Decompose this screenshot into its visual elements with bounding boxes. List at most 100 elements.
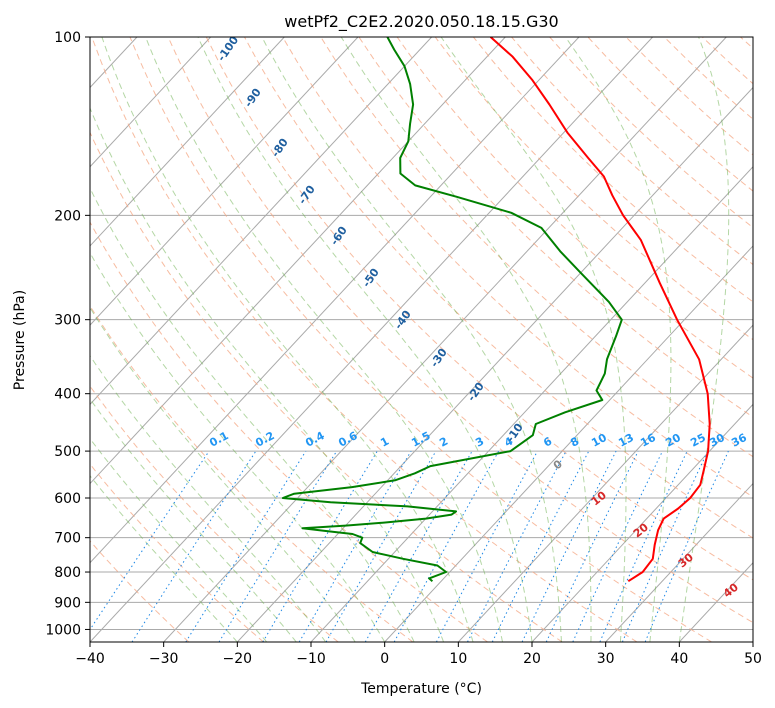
isotherm-line [457, 324, 753, 642]
dry-adiabat-lines [90, 37, 753, 642]
x-tick-label: 50 [744, 651, 762, 667]
x-tick-label: 10 [449, 651, 467, 667]
moist-adiabat-label: -60 [328, 224, 350, 248]
y-axis-label: Pressure (hPa) [12, 290, 28, 390]
moist-adiabat-line [340, 37, 592, 642]
moist-adiabat-lines [90, 37, 730, 642]
dry-adiabat-line [91, 37, 638, 642]
moist-adiabat-line [440, 37, 627, 642]
dry-adiabat-line [90, 131, 563, 642]
mixing-ratio-line [90, 450, 210, 631]
moist-adiabat-line [90, 437, 268, 642]
mixing-ratio-label: 20 [663, 431, 683, 450]
dry-adiabat-line [740, 37, 753, 50]
mixing-ratio-label: 0.4 [303, 429, 327, 450]
x-tick-label: 40 [670, 651, 688, 667]
dry-adiabat-line [434, 37, 753, 341]
x-tick-label: −10 [296, 651, 326, 667]
y-tick-label: 1000 [45, 622, 81, 638]
mixing-ratio-line [218, 450, 338, 642]
mixing-ratio-label: 1.5 [409, 429, 432, 450]
mixing-ratio-label: 30 [707, 431, 727, 450]
mixing-ratio-line [262, 450, 378, 642]
dry-adiabat-label: 30 [676, 550, 696, 570]
mixing-ratio-label: 6 [541, 434, 554, 449]
dry-adiabat-line [282, 37, 753, 498]
temperature-profile-line [489, 37, 711, 583]
moist-adiabat-label: -80 [269, 136, 291, 160]
mixing-ratio-line [599, 450, 688, 642]
dry-adiabat-line [701, 37, 753, 85]
dry-adiabat-line [90, 385, 339, 642]
isotherm-line [384, 245, 753, 642]
isotherm-lines [90, 37, 753, 642]
moist-adiabat-label: -30 [428, 346, 450, 370]
isotherm-line [90, 37, 654, 642]
mixing-ratio-line [491, 450, 590, 642]
x-axis-ticks: −40 −30 −20 −10 0 10 20 30 40 50 [75, 642, 762, 667]
isotherm-line [678, 562, 753, 642]
x-tick-label: −20 [223, 651, 253, 667]
y-tick-label: 300 [54, 313, 81, 329]
mixing-ratio-label: 3 [473, 435, 486, 450]
isotherm-line [163, 37, 727, 642]
mixing-ratio-line [364, 450, 473, 642]
moist-adiabat-line [145, 37, 503, 642]
isotherm-line [90, 37, 285, 247]
mixing-ratio-line [298, 450, 412, 642]
moist-adiabat-line [678, 37, 730, 642]
moist-adiabat-line [564, 37, 672, 642]
dry-adiabat-line [244, 37, 753, 539]
dry-adiabat-line [129, 37, 712, 642]
moist-adiabat-line [90, 474, 238, 642]
isotherm-line [90, 37, 506, 485]
moist-adiabat-label: -90 [242, 86, 264, 110]
dry-adiabat-label: 40 [721, 580, 741, 600]
dry-adiabat-line [205, 37, 753, 581]
dry-adiabat-label: 0 [551, 457, 565, 472]
y-tick-label: 200 [54, 208, 81, 224]
mixing-ratio-label: 10 [589, 431, 609, 450]
moist-adiabat-line [101, 37, 474, 642]
mixing-ratio-lines [90, 450, 729, 642]
isotherm-line [531, 403, 753, 642]
chart-title: wetPf2_C2E2.2020.050.18.15.G30 [284, 12, 558, 32]
y-tick-label: 500 [54, 444, 81, 460]
x-tick-label: 20 [523, 651, 541, 667]
isotherm-line [90, 37, 580, 564]
y-tick-label: 600 [54, 491, 81, 507]
x-tick-label: −40 [75, 651, 105, 667]
moist-adiabat-label: -100 [215, 33, 242, 63]
isotherm-line [90, 37, 359, 326]
moist-adiabat-line [90, 106, 445, 642]
moist-adiabat-line [90, 187, 415, 642]
x-tick-label: 0 [380, 651, 389, 667]
dry-adiabat-line [663, 37, 753, 120]
mixing-ratio-label: 36 [729, 431, 749, 450]
dry-adiabat-line [320, 37, 753, 458]
mixing-ratio-label: 16 [638, 431, 658, 450]
moist-adiabat-line [90, 306, 356, 642]
moist-adiabat-label: -70 [296, 183, 318, 207]
y-tick-label: 100 [54, 30, 81, 46]
x-tick-label: −30 [149, 651, 179, 667]
moist-adiabat-line [197, 37, 533, 642]
mixing-ratio-line [572, 450, 663, 642]
moist-adiabat-label: -40 [392, 308, 414, 332]
dewpoint-profile-line [281, 37, 623, 582]
mixing-ratio-label: 25 [688, 431, 708, 450]
y-tick-label: 800 [54, 565, 81, 581]
dry-adiabat-line [396, 37, 753, 379]
moist-adiabat-line [90, 251, 386, 642]
moist-adiabat-line [90, 398, 297, 642]
pressure-gridlines [90, 37, 753, 630]
mixing-ratio-label: 0.1 [207, 429, 230, 450]
dry-adiabat-line [90, 221, 488, 642]
dry-adiabat-line [511, 37, 753, 266]
isotherm-line [310, 165, 753, 642]
mixing-ratio-label: 1 [378, 435, 391, 450]
isotherm-line [236, 86, 753, 642]
mixing-ratio-line [131, 450, 257, 642]
mixing-ratio-line [393, 450, 500, 642]
dry-adiabat-line [90, 305, 414, 642]
